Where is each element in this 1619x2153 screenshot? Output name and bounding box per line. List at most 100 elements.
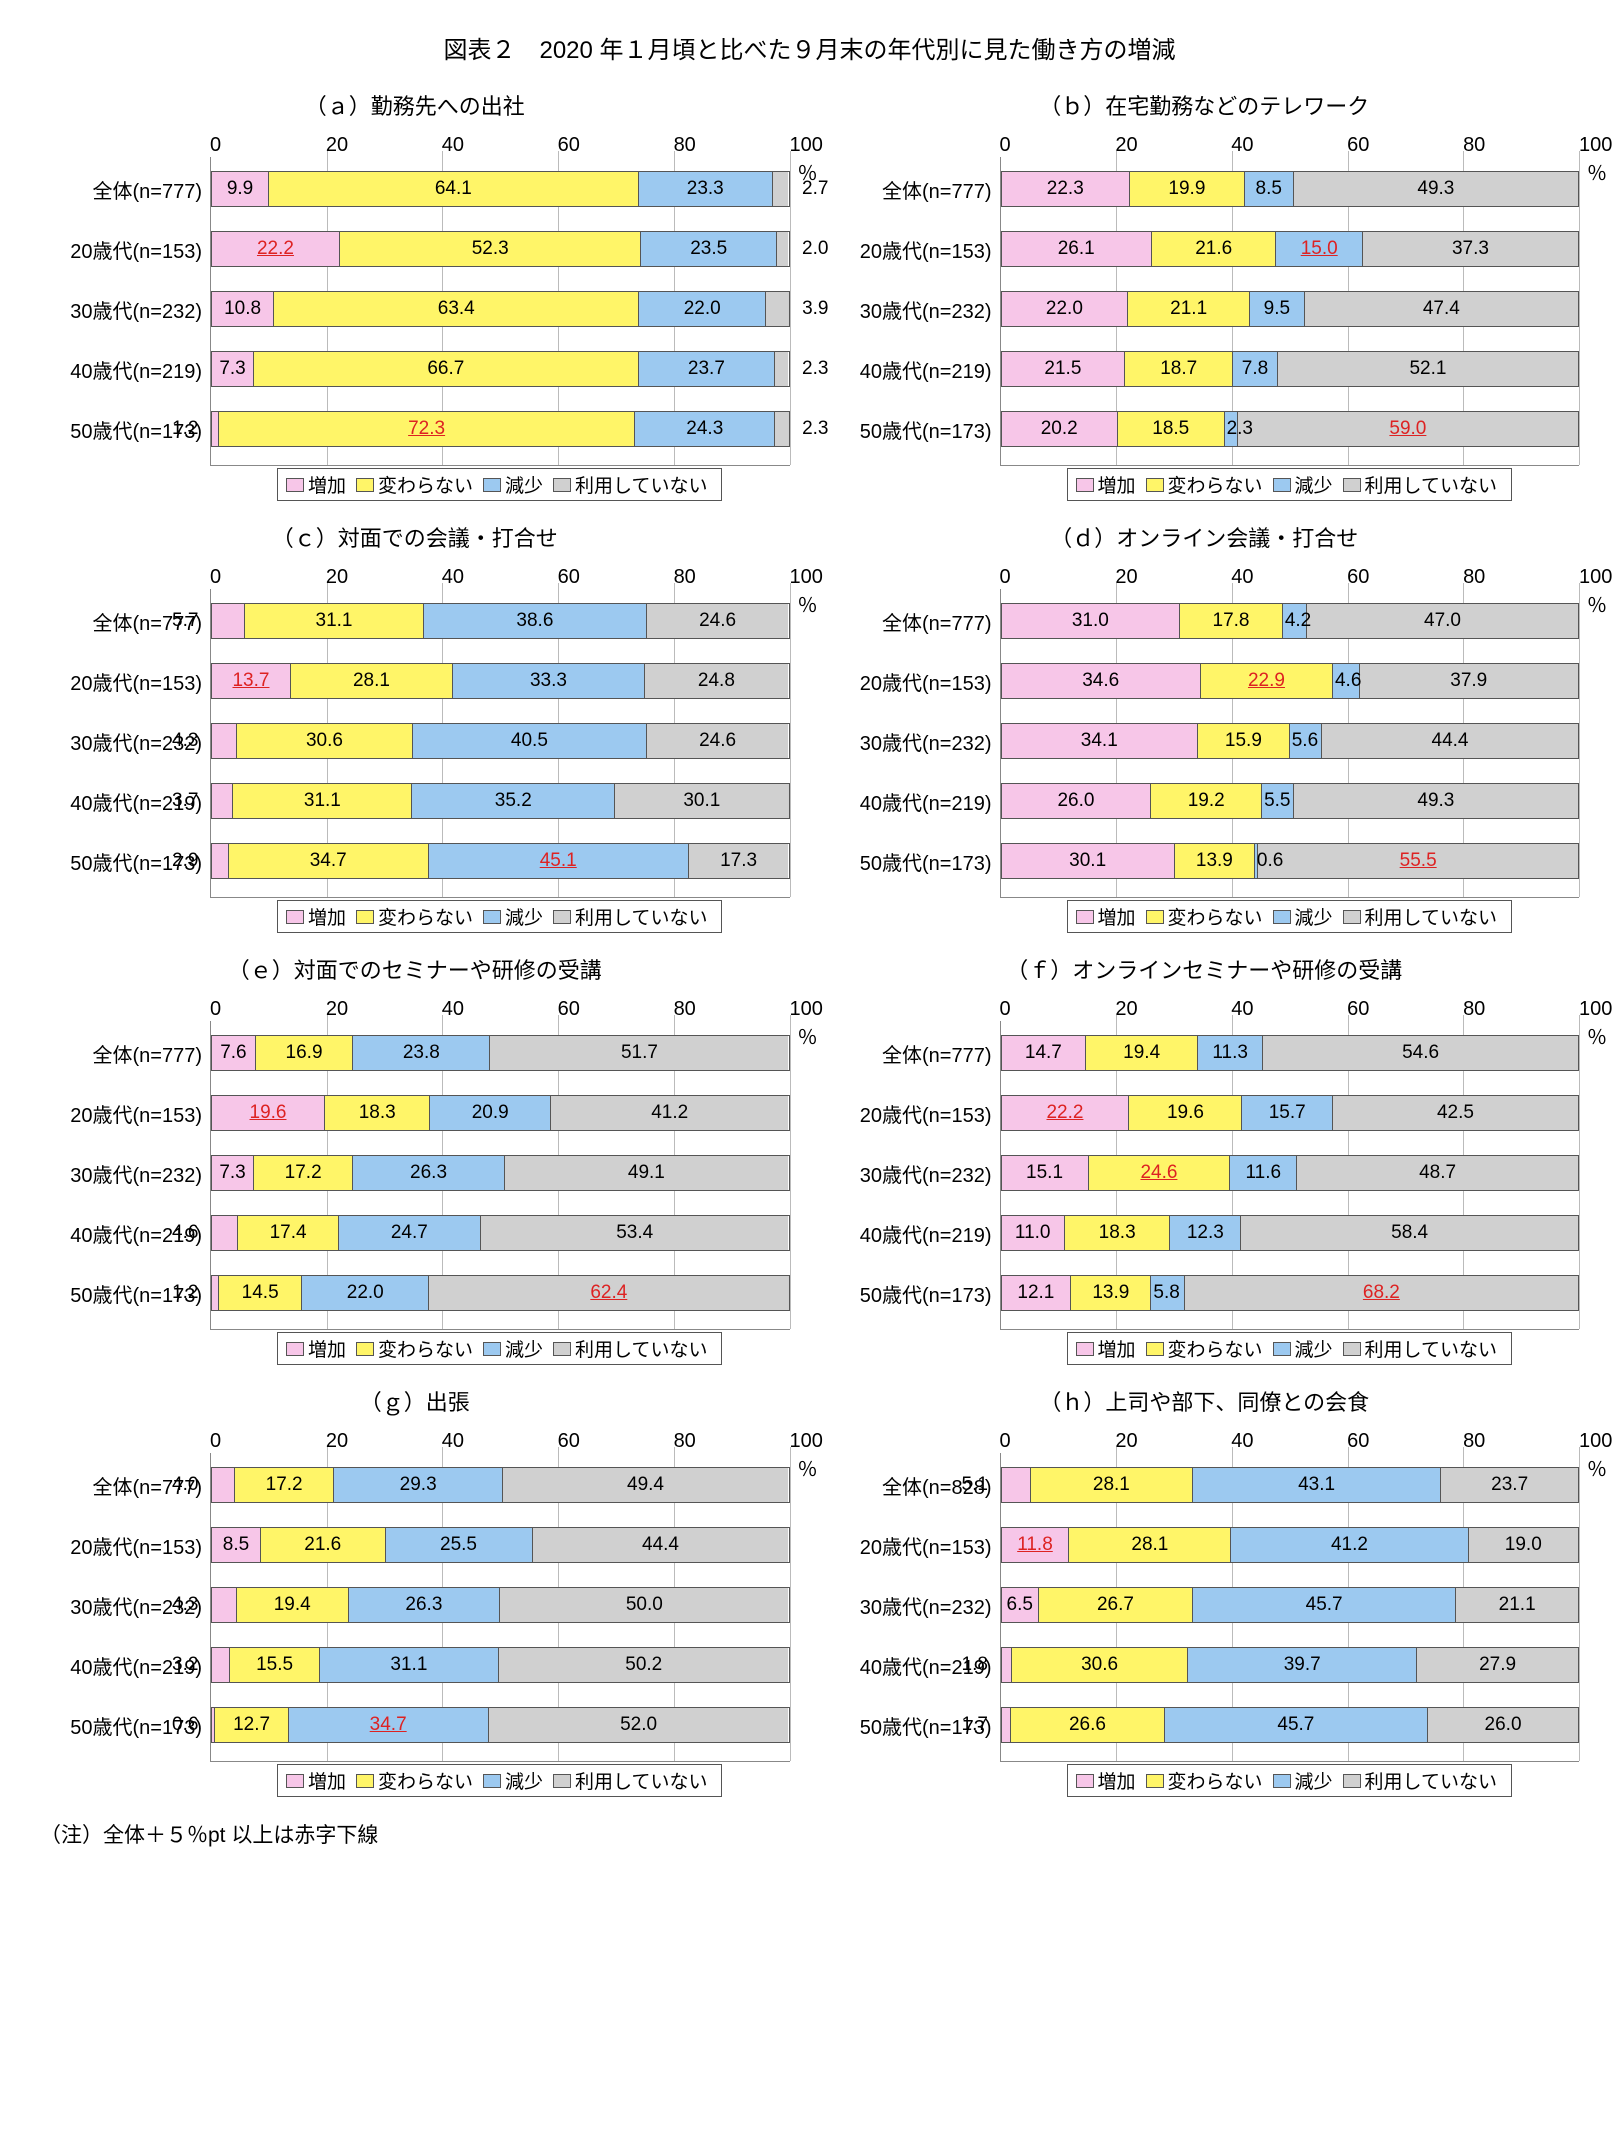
segment-value: 5.8	[1153, 1282, 1179, 1304]
legend: 増加変わらない減少利用していない	[277, 468, 722, 501]
legend-label: 減少	[505, 1767, 543, 1794]
footnote: （注）全体＋５％pt 以上は赤字下線	[40, 1819, 1579, 1849]
stacked-bar: 22.219.615.742.5	[1001, 1095, 1580, 1131]
bar-segment: 53.4	[481, 1216, 789, 1250]
bar-segment: 30.1	[1002, 844, 1175, 878]
segment-value: 2.3	[802, 358, 828, 380]
bar-segment: 52.1	[1278, 352, 1578, 386]
bar-segment: 24.8	[645, 664, 788, 698]
bar-segment: 19.4	[237, 1588, 349, 1622]
legend-label: 減少	[1295, 1767, 1333, 1794]
bar-segment: 39.7	[1188, 1648, 1417, 1682]
segment-value: 10.8	[224, 298, 261, 320]
panel-title: （ｄ）オンライン会議・打合せ	[830, 521, 1580, 553]
bar-row: 全体(n=777)31.017.84.247.0	[1001, 597, 1580, 645]
segment-value: 26.6	[1069, 1714, 1106, 1736]
stacked-bar: 11.018.312.358.4	[1001, 1215, 1580, 1251]
legend: 増加変わらない減少利用していない	[1067, 1764, 1512, 1797]
segment-value: 1.2	[172, 1282, 198, 1304]
row-label: 50歳代(n=173)	[831, 847, 996, 876]
bar-segment: 12.3	[1170, 1216, 1241, 1250]
legend-swatch	[1343, 1774, 1361, 1788]
bar-row: 40歳代(n=219)1.830.639.727.9	[1001, 1641, 1580, 1689]
chart-area: 020406080100％全体(n=777)22.319.98.549.320歳…	[830, 127, 1580, 501]
segment-value: 28.1	[1131, 1534, 1168, 1556]
legend-label: 減少	[1295, 1335, 1333, 1362]
bar-row: 40歳代(n=219)4.617.424.753.4	[211, 1209, 790, 1257]
bar-segment: 15.7	[1242, 1096, 1333, 1130]
bar-segment: 43.1	[1193, 1468, 1441, 1502]
bar-segment: 1.2	[212, 1276, 219, 1310]
bar-segment: 7.8	[1233, 352, 1278, 386]
bar-segment: 23.7	[639, 352, 776, 386]
bar-segment: 19.6	[212, 1096, 325, 1130]
legend-label: 変わらない	[378, 1767, 473, 1794]
bar-row: 50歳代(n=173)1.726.645.726.0	[1001, 1701, 1580, 1749]
row-label: 40歳代(n=219)	[831, 787, 996, 816]
segment-value: 4.2	[1285, 610, 1311, 632]
chart-panel-g: （ｇ）出張020406080100％全体(n=777)4.017.229.349…	[40, 1381, 790, 1803]
segment-value: 7.6	[220, 1042, 246, 1064]
bar-segment: 72.3	[219, 412, 635, 446]
bar-segment: 24.6	[1089, 1156, 1231, 1190]
segment-value: 18.3	[359, 1102, 396, 1124]
bar-segment: 31.1	[320, 1648, 499, 1682]
legend-label: 利用していない	[575, 1335, 707, 1362]
legend-swatch	[356, 1774, 374, 1788]
chart-area: 020406080100％全体(n=777)7.616.923.851.720歳…	[40, 991, 790, 1365]
segment-value: 43.1	[1298, 1474, 1335, 1496]
bar-segment: 12.7	[215, 1708, 288, 1742]
bar-segment: 17.4	[238, 1216, 338, 1250]
segment-value: 53.4	[616, 1222, 653, 1244]
legend-label: 減少	[1295, 903, 1333, 930]
bar-row: 全体(n=777)22.319.98.549.3	[1001, 165, 1580, 213]
bar-segment: 31.1	[245, 604, 424, 638]
bar-segment: 24.6	[647, 604, 789, 638]
segment-value: 52.3	[472, 238, 509, 260]
bar-segment: 26.1	[1002, 232, 1152, 266]
bar-segment: 4.6	[1333, 664, 1360, 698]
segment-value: 26.0	[1057, 790, 1094, 812]
bars-container: 全体(n=777)31.017.84.247.020歳代(n=153)34.62…	[1000, 589, 1580, 898]
bar-segment: 21.5	[1002, 352, 1126, 386]
segment-value: 31.1	[304, 790, 341, 812]
bar-row: 30歳代(n=232)22.021.19.547.4	[1001, 285, 1580, 333]
bar-segment: 15.9	[1198, 724, 1290, 758]
segment-value: 22.2	[1046, 1102, 1083, 1124]
segment-value: 18.3	[1099, 1222, 1136, 1244]
segment-value: 4.6	[1335, 670, 1361, 692]
segment-value: 31.1	[316, 610, 353, 632]
segment-value: 18.7	[1160, 358, 1197, 380]
legend-swatch	[1076, 1342, 1094, 1356]
bar-segment: 49.1	[505, 1156, 788, 1190]
legend-swatch	[1146, 478, 1164, 492]
segment-value: 22.3	[1047, 178, 1084, 200]
chart-area: 020406080100％全体(n=777)31.017.84.247.020歳…	[830, 559, 1580, 933]
legend-label: 変わらない	[378, 1335, 473, 1362]
segment-value: 37.9	[1450, 670, 1487, 692]
row-label: 30歳代(n=232)	[831, 1591, 996, 1620]
x-axis: 020406080100％	[210, 991, 790, 1021]
legend-label: 変わらない	[1168, 471, 1263, 498]
bar-segment: 2.3	[1225, 412, 1238, 446]
stacked-bar: 34.115.95.644.4	[1001, 723, 1580, 759]
segment-value: 64.1	[435, 178, 472, 200]
segment-value: 24.6	[1140, 1162, 1177, 1184]
stacked-bar: 13.728.133.324.8	[211, 663, 790, 699]
legend-swatch	[356, 1342, 374, 1356]
percent-symbol: ％	[1587, 157, 1607, 186]
segment-value: 14.7	[1025, 1042, 1062, 1064]
bar-row: 20歳代(n=153)22.219.615.742.5	[1001, 1089, 1580, 1137]
bar-segment: 3.2	[212, 1648, 230, 1682]
bar-segment: 28.1	[1031, 1468, 1193, 1502]
legend: 増加変わらない減少利用していない	[277, 1332, 722, 1365]
segment-value: 11.0	[1015, 1222, 1051, 1244]
stacked-bar: 21.5 18.7 7.852.1	[1001, 351, 1580, 387]
segment-value: 30.6	[306, 730, 343, 752]
bar-row: 全体(n=777)7.616.923.851.7	[211, 1029, 790, 1077]
bar-segment: 49.4	[503, 1468, 788, 1502]
bar-segment: 68.2	[1185, 1276, 1578, 1310]
bar-segment: 63.4	[274, 292, 639, 326]
bar-segment: 19.9	[1130, 172, 1245, 206]
bar-row: 40歳代(n=219)11.018.312.358.4	[1001, 1209, 1580, 1257]
